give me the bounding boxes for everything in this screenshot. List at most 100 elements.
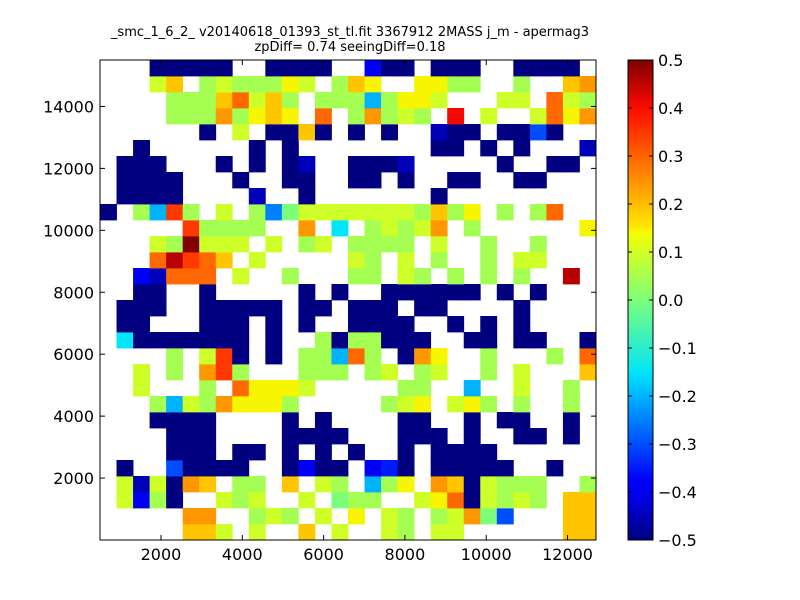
heatmap-cell — [149, 60, 167, 77]
heatmap-cell — [215, 364, 233, 381]
heatmap-cell — [430, 60, 448, 77]
heatmap-cell — [529, 236, 547, 253]
heatmap-cell — [314, 476, 332, 493]
heatmap-cell — [513, 172, 531, 189]
chart-title: _smc_1_6_2_ v20140618_01393_st_tl.fit 33… — [110, 25, 590, 40]
heatmap-cell — [381, 460, 398, 477]
heatmap-cell — [381, 284, 398, 301]
heatmap-cell — [314, 236, 332, 253]
heatmap-cell — [133, 332, 150, 349]
heatmap-cell — [281, 412, 299, 429]
heatmap-cell — [265, 204, 283, 221]
heatmap-cell — [562, 60, 580, 61]
heatmap-cell — [182, 444, 200, 461]
heatmap-cell — [348, 76, 365, 93]
heatmap-cell — [596, 476, 613, 492]
heatmap-cell — [579, 60, 596, 61]
heatmap-cell — [348, 332, 365, 349]
heatmap-cell — [248, 92, 266, 109]
heatmap-cell — [215, 252, 233, 269]
heatmap-cell — [215, 348, 233, 365]
heatmap-cell — [480, 364, 498, 381]
heatmap-cell — [331, 332, 349, 349]
heatmap-cell — [166, 92, 184, 109]
heatmap-cell — [331, 492, 349, 509]
heatmap-cell — [397, 204, 415, 221]
heatmap-cell — [298, 460, 316, 477]
heatmap-cell — [579, 108, 596, 125]
heatmap-cell — [529, 284, 547, 301]
heatmap-cell — [298, 492, 316, 509]
heatmap-cell — [463, 124, 481, 141]
heatmap-cell — [513, 60, 531, 77]
heatmap-cell — [579, 140, 596, 157]
heatmap-cell — [348, 236, 365, 253]
heatmap-cell — [182, 428, 200, 445]
heatmap-cell — [596, 396, 613, 412]
heatmap-cell — [397, 508, 415, 525]
heatmap-cell — [596, 220, 613, 236]
heatmap-cell — [215, 76, 233, 93]
heatmap-cell — [215, 92, 233, 109]
heatmap-cell — [232, 124, 250, 141]
heatmap-cell — [562, 76, 580, 93]
heatmap-cell — [182, 460, 200, 477]
heatmap-cell — [596, 76, 613, 92]
heatmap-cell — [562, 524, 580, 540]
heatmap-cell — [447, 172, 465, 189]
heatmap-cell — [529, 172, 547, 189]
heatmap-cell — [496, 204, 514, 221]
heatmap-cell — [381, 476, 398, 493]
heatmap-cell — [463, 76, 481, 93]
heatmap-cell — [546, 348, 564, 365]
heatmap-cell — [199, 284, 217, 301]
heatmap-cell — [281, 60, 299, 77]
heatmap-cell — [199, 380, 217, 397]
heatmap-cell — [298, 348, 316, 365]
heatmap-cell — [513, 492, 531, 509]
heatmap-cell — [348, 108, 365, 125]
heatmap-cell — [182, 412, 200, 429]
heatmap-cell — [613, 348, 630, 364]
heatmap-cell — [215, 156, 233, 173]
heatmap-cell — [298, 188, 316, 205]
heatmap-cell — [364, 204, 382, 221]
heatmap-cell — [397, 220, 415, 237]
heatmap-cell — [133, 284, 150, 301]
heatmap-cell — [529, 204, 547, 221]
heatmap-cell — [397, 60, 415, 77]
heatmap-cell — [447, 524, 465, 540]
heatmap-cell — [331, 428, 349, 445]
heatmap-cell — [381, 508, 398, 525]
heatmap-cell — [166, 108, 184, 125]
y-tick-label: 8000 — [53, 283, 94, 302]
heatmap-cell — [133, 316, 150, 333]
heatmap-cell — [397, 284, 415, 301]
heatmap-cell — [232, 476, 250, 493]
heatmap-cell — [298, 220, 316, 237]
heatmap-cell — [265, 348, 283, 365]
heatmap-cell — [182, 268, 200, 285]
heatmap-cell — [215, 108, 233, 125]
heatmap-cell — [381, 364, 398, 381]
heatmap-cell — [166, 444, 184, 461]
heatmap-cell — [149, 252, 167, 269]
heatmap-cell — [430, 524, 448, 540]
heatmap-cell — [116, 156, 134, 173]
heatmap-cell — [364, 108, 382, 125]
heatmap-cell — [381, 316, 398, 333]
heatmap-cell — [298, 236, 316, 253]
heatmap-cell — [414, 108, 432, 125]
heatmap-cell — [513, 252, 531, 269]
heatmap-cell — [248, 108, 266, 125]
heatmap-cell — [331, 348, 349, 365]
heatmap-cell — [480, 236, 498, 253]
heatmap-cell — [215, 220, 233, 237]
heatmap-cell — [348, 508, 365, 525]
plot-frame — [99, 59, 597, 541]
heatmap-cell — [166, 60, 184, 77]
heatmap-cell — [496, 508, 514, 525]
heatmap-cell — [199, 76, 217, 93]
heatmap-cell — [463, 380, 481, 397]
heatmap-cell — [265, 396, 283, 413]
